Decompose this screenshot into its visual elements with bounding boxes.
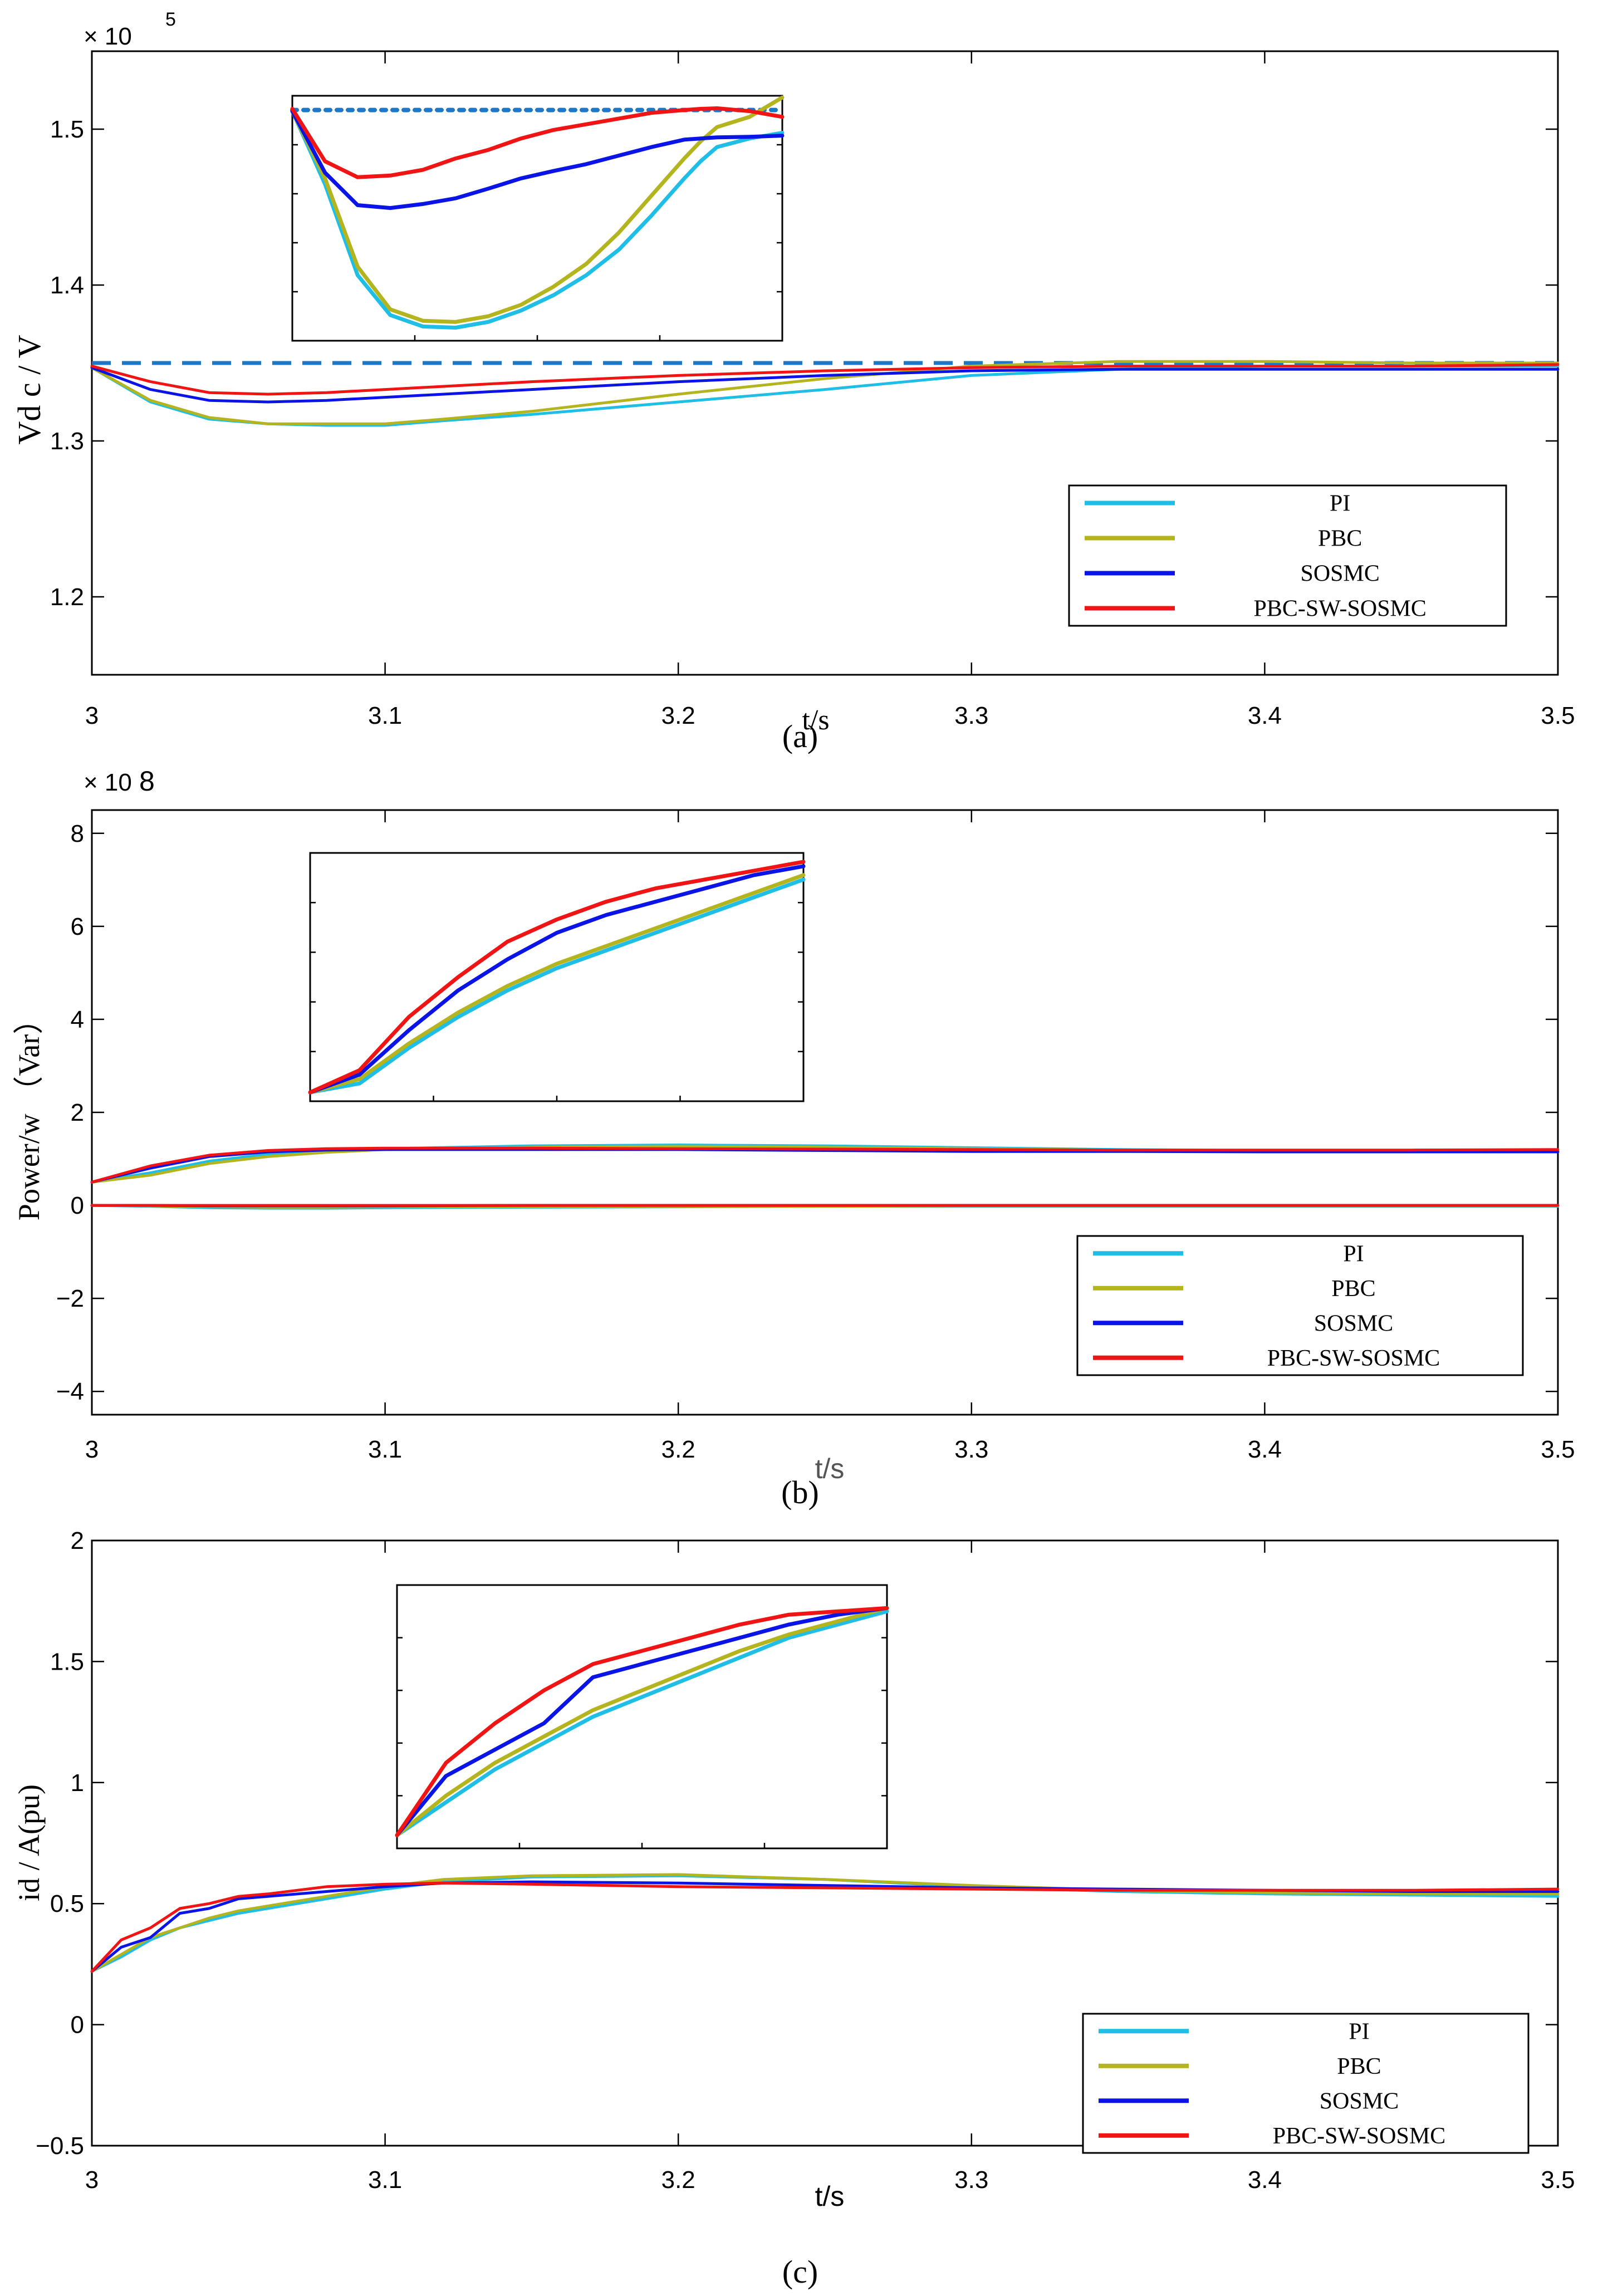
x-tick-label: 3.3 (954, 702, 988, 729)
y-tick-label: 0 (71, 2012, 84, 2039)
series-b (90, 1144, 1560, 1210)
inset-line-pbc-sw-sosmc (308, 860, 806, 1095)
legend-box (1082, 2013, 1530, 2154)
exponent-power-a: 5 (165, 9, 176, 30)
legend-label: PBC-SW-SOSMC (1267, 1346, 1440, 1371)
y-axis-label-b: Power/w （Var） (12, 1004, 46, 1220)
axes-frame-c (91, 1539, 1559, 2147)
y-tick-label: 2 (71, 1099, 84, 1126)
x-tick-label: 3.2 (661, 2166, 695, 2194)
legend-label: PBC (1331, 1276, 1375, 1302)
exponent-power-b: 8 (139, 766, 155, 797)
y-tick-label: 1.5 (50, 1648, 84, 1675)
x-tick-label: 3.3 (954, 1436, 988, 1463)
panel-b: × 10 8 Power/w （Var） t/s (b) 3 3.1 3.2 3.3 3… (12, 766, 1575, 1510)
y-tick-label: 1 (71, 1769, 84, 1797)
x-axis-label-a: t/s (802, 704, 829, 736)
series-a (90, 360, 1560, 427)
panel-c: id / A(pu) t/s (c) 3 3.1 3.2 3.3 3.4 3.5 −0.5 0… (12, 1527, 1575, 2290)
inset-line-sosmc (290, 109, 785, 210)
x-tick-label: 3.1 (368, 1436, 402, 1463)
legend-box (1076, 1235, 1524, 1376)
y-tick-label: 2 (71, 1527, 84, 1554)
y-tick-label: 1.3 (50, 428, 84, 455)
panel-a: × 10 5 Vd c / V t/s (a) 3 3.1 3.2 3.3 3.4 3.5… (11, 9, 1575, 754)
legend-label: SOSMC (1320, 2088, 1399, 2114)
legend-a: PI PBC SOSMC PBC-SW-SOSMC (1068, 484, 1507, 627)
exponent-mult-a: × 10 (84, 23, 132, 50)
legend-label: SOSMC (1300, 561, 1379, 587)
x-tick-label: 3.5 (1541, 1436, 1575, 1463)
legend-c: PI PBC SOSMC PBC-SW-SOSMC (1082, 2013, 1530, 2154)
y-tick-label: 1.5 (50, 116, 84, 143)
inset-line-pbc (395, 1606, 889, 1837)
x-tick-label: 3.5 (1541, 2166, 1575, 2194)
inset-line-pbc-sw-sosmc (395, 1606, 889, 1837)
series-line-sosmc (90, 366, 1560, 404)
y-tick-label: 0.5 (50, 1890, 84, 1917)
legend-label: SOSMC (1314, 1311, 1393, 1336)
y-tick-label: 8 (71, 820, 84, 847)
inset-line-pbc-sw-sosmc (290, 106, 785, 179)
y-tick-label: 6 (71, 913, 84, 940)
series-line-pbc (90, 360, 1560, 425)
caption-b: (b) (781, 1474, 819, 1510)
ticks-c: 3 3.1 3.2 3.3 3.4 3.5 −0.5 0 0.5 1 1.5 2 (36, 1527, 1575, 2194)
legend-label: PI (1349, 2019, 1369, 2044)
series-line-pbc-sw-sosmc (90, 363, 1560, 396)
y-tick-label: −0.5 (36, 2132, 84, 2160)
x-axis-label-c: t/s (815, 2181, 845, 2212)
legend-label: PBC-SW-SOSMC (1273, 2123, 1445, 2149)
series-line-pbc-sw-sosmc (90, 1881, 1560, 1973)
y-tick-label: −2 (56, 1285, 84, 1312)
x-tick-label: 3.4 (1248, 1436, 1282, 1463)
x-tick-label: 3.5 (1541, 702, 1575, 729)
caption-a: (a) (782, 718, 818, 754)
ticks-a: 3 3.1 3.2 3.3 3.4 3.5 1.2 1.3 1.4 1.5 (50, 51, 1575, 729)
y-tick-label: 1.4 (50, 272, 84, 299)
x-tick-label: 3.4 (1248, 2166, 1282, 2194)
inset-line-pbc (308, 873, 806, 1095)
inset-line-pi (395, 1609, 889, 1837)
legend-label: PBC-SW-SOSMC (1253, 596, 1426, 622)
legend-box (1068, 484, 1507, 627)
inset-line-pi (308, 877, 806, 1095)
y-tick-label: 1.2 (50, 583, 84, 611)
series-line-pbc-sw-sosmc (90, 1146, 1560, 1184)
y-tick-label: 4 (71, 1006, 84, 1033)
y-tick-label: −4 (56, 1378, 84, 1405)
x-tick-label: 3 (85, 2166, 99, 2194)
x-tick-label: 3 (85, 1436, 99, 1463)
x-tick-label: 3.3 (954, 2166, 988, 2194)
y-tick-label: 0 (71, 1192, 84, 1219)
y-axis-label-c: id / A(pu) (12, 1784, 46, 1901)
x-tick-label: 3.4 (1248, 702, 1282, 729)
x-axis-label-b: t/s (815, 1453, 845, 1484)
exponent-mult-b: × 10 (84, 769, 132, 796)
x-tick-label: 3.1 (368, 702, 402, 729)
x-tick-label: 3.2 (661, 1436, 695, 1463)
inset-a (290, 95, 785, 342)
legend-label: PBC (1318, 526, 1362, 552)
legend-label: PI (1330, 491, 1350, 517)
inset-line-sosmc (308, 864, 806, 1095)
inset-c (395, 1584, 889, 1849)
y-axis-label-a: Vd c / V (11, 335, 47, 444)
inset-frame (396, 1584, 888, 1849)
legend-b: PI PBC SOSMC PBC-SW-SOSMC (1076, 1235, 1524, 1376)
x-tick-label: 3.1 (368, 2166, 402, 2194)
inset-line-pi (290, 109, 785, 330)
inset-line-sosmc (395, 1606, 889, 1837)
x-tick-label: 3.2 (661, 702, 695, 729)
legend-label: PI (1343, 1241, 1364, 1267)
legend-label: PBC (1337, 2054, 1381, 2079)
series-c (90, 1873, 1560, 1973)
x-tick-label: 3 (85, 702, 99, 729)
caption-c: (c) (782, 2254, 818, 2290)
inset-b (308, 852, 806, 1102)
